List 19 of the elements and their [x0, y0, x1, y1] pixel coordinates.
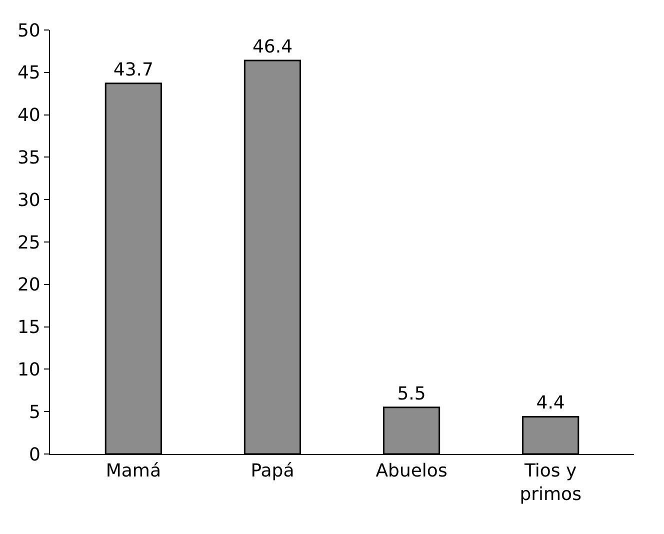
- y-tick-label: 40: [17, 105, 40, 126]
- y-tick-label: 45: [17, 62, 40, 84]
- y-tick-label: 25: [17, 232, 40, 254]
- data-label: 46.4: [252, 36, 293, 58]
- x-tick-label: Abuelos: [376, 460, 448, 482]
- y-tick-label: 50: [17, 20, 40, 42]
- data-label: 4.4: [536, 392, 565, 414]
- y-tick-label: 35: [17, 148, 40, 168]
- y-tick-label: 5: [28, 402, 40, 423]
- y-tick-label: 15: [17, 317, 40, 338]
- y-tick-label: 30: [17, 190, 40, 211]
- x-tick-label: Papá: [250, 460, 294, 482]
- y-tick-label: 0: [28, 444, 40, 466]
- x-tick-label: Tios y primos: [520, 460, 582, 505]
- x-tick-label: Mamá: [106, 460, 161, 482]
- data-label: 43.7: [113, 59, 154, 80]
- y-tick-label: 10: [17, 360, 40, 380]
- y-tick-label: 20: [17, 274, 40, 296]
- data-label: 5.5: [397, 383, 426, 404]
